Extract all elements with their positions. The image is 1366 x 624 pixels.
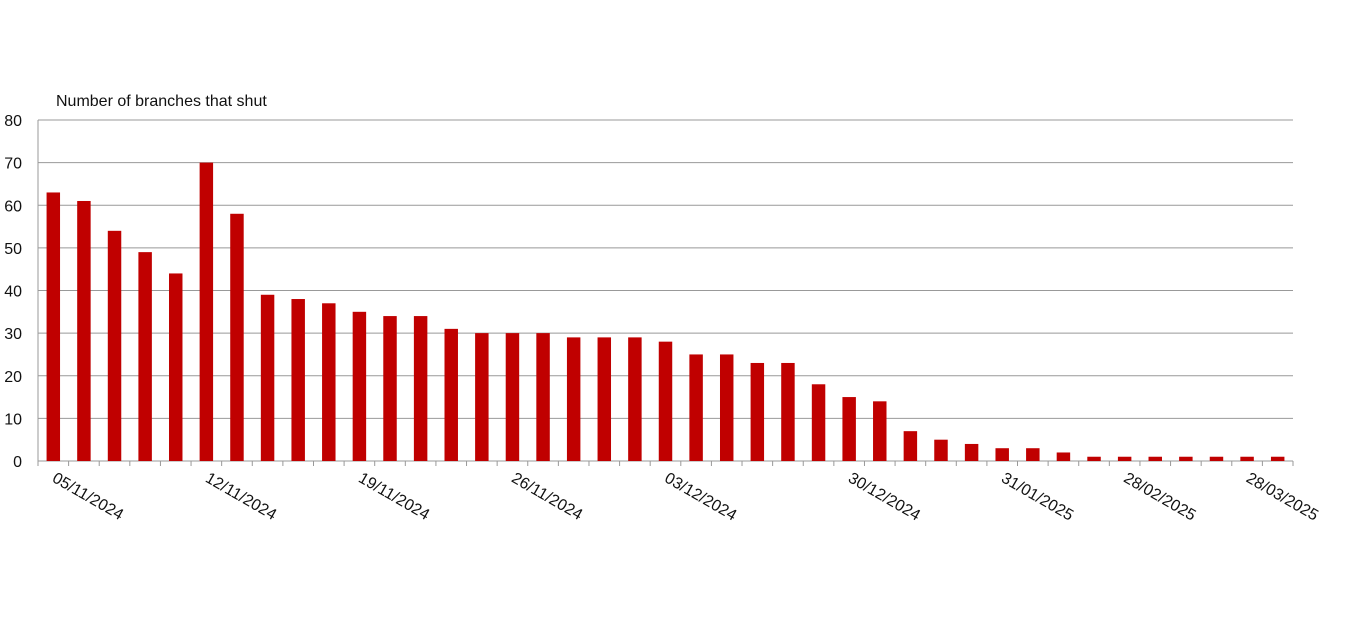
x-tick-label: 03/12/2024 [662,470,740,525]
bar [1026,448,1040,461]
bar [811,384,826,461]
x-tick-label: 28/02/2025 [1121,470,1199,525]
bar [658,341,673,461]
bar [1209,456,1224,461]
y-tick-label: 40 [4,284,22,301]
bar [291,299,305,461]
bar [689,354,703,461]
bar [1240,456,1254,461]
bar [934,439,948,461]
bar [352,311,367,461]
x-tick-label: 19/11/2024 [355,470,432,524]
bar [873,401,887,461]
bar [444,328,458,461]
x-tick-label: 05/11/2024 [49,470,126,524]
y-tick-label: 10 [4,411,22,428]
bar [566,337,581,461]
y-tick-label: 0 [13,454,22,471]
bar [995,448,1009,461]
bar [1087,456,1101,461]
y-tick-label: 20 [4,369,22,386]
bar [383,316,397,461]
chart-title: Number of branches that shut [56,93,267,110]
bar [719,354,734,461]
bar [750,362,765,461]
bar [1056,452,1071,461]
x-tick-label: 26/11/2024 [508,470,585,524]
bar [107,230,122,461]
bar [413,316,428,461]
bar [1179,456,1193,461]
bar [77,200,91,462]
y-tick-label: 50 [4,241,22,258]
bar [781,362,795,461]
bar [628,337,642,461]
y-tick-label: 80 [4,113,22,130]
bar [505,333,520,461]
y-tick-label: 30 [4,326,22,343]
bar [903,431,918,461]
bar [46,192,61,461]
bar [842,397,856,461]
bar [230,213,244,461]
bar [597,337,612,461]
bar [260,294,275,461]
x-tick-label: 30/12/2024 [845,470,923,525]
bar [1148,456,1162,461]
bar [475,333,489,461]
y-tick-label: 70 [4,156,22,173]
bar [169,273,183,461]
bar [199,162,214,461]
x-tick-label: 31/01/2025 [998,470,1076,525]
bar [536,333,550,461]
bar [964,443,979,461]
x-tick-label: 12/11/2024 [202,470,279,524]
bar [138,252,152,461]
x-tick-label: 28/03/2025 [1243,470,1321,525]
bar [1270,456,1285,461]
y-tick-label: 60 [4,198,22,215]
bar [322,303,336,461]
bar [1117,456,1132,461]
